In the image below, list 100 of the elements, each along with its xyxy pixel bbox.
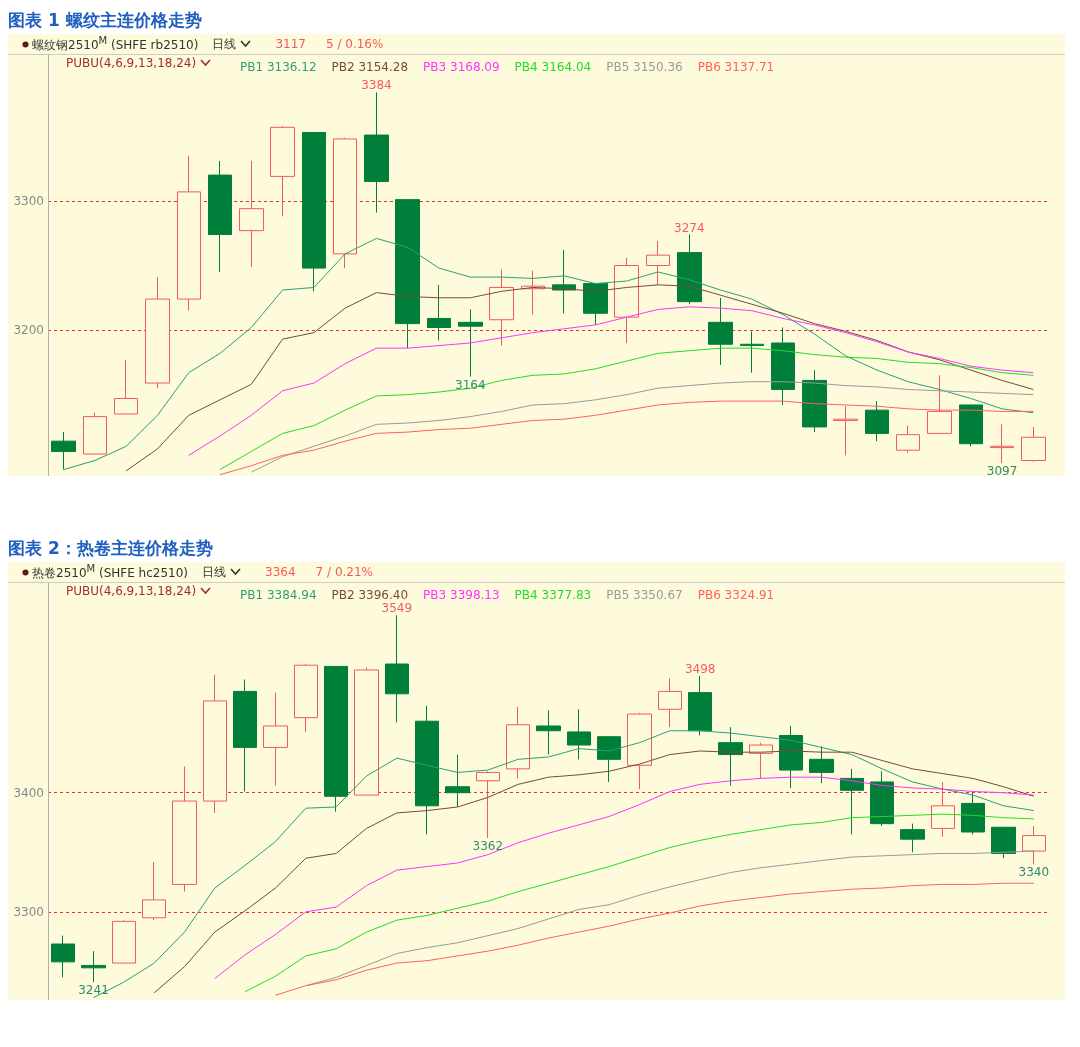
line-series — [250, 381, 1034, 473]
candlestick — [354, 667, 379, 796]
candlestick — [961, 792, 985, 835]
candlestick — [718, 726, 743, 787]
candlestick — [708, 297, 733, 366]
candlestick — [740, 330, 764, 374]
candlestick — [567, 708, 591, 760]
annotation: 3498 — [684, 661, 716, 676]
annotation: 3274 — [673, 220, 705, 235]
text: PB4 3377.83 — [514, 588, 592, 602]
candlestick — [927, 374, 952, 434]
candlestick — [688, 675, 712, 736]
chart-subtitle: 螺纹钢2510$^{M}$ (SHFE rb2510) — [32, 34, 199, 54]
candlestick — [489, 268, 514, 347]
text: PB2 3154.28 — [331, 60, 409, 74]
line-series — [188, 306, 1034, 456]
line-series — [275, 882, 1035, 996]
legend-title: PUBU(4,6,9,13,18,24) — [66, 56, 197, 70]
candlestick — [333, 137, 357, 269]
candlestick — [597, 736, 621, 783]
candlestick — [833, 405, 858, 456]
candlestick — [233, 679, 257, 792]
text: PB6 3137.71 — [697, 60, 775, 74]
text: 3364 — [265, 565, 296, 579]
text: 3117 — [275, 37, 306, 51]
candlestick — [506, 706, 530, 779]
text: 5 / 0.16% — [325, 37, 384, 51]
candlestick — [931, 781, 955, 838]
chart-subtitle: 热卷2510$^{M}$ (SHFE hc2510) — [32, 562, 189, 582]
candlestick — [114, 359, 138, 415]
text: PB4 3164.04 — [514, 60, 592, 74]
candlestick — [809, 745, 834, 784]
candlestick — [991, 826, 1016, 859]
annotation: 3340 — [1018, 865, 1050, 880]
candlestick — [536, 709, 561, 756]
legend-title: PUBU(4,6,9,13,18,24) — [66, 584, 197, 598]
candlestick — [51, 431, 76, 471]
candlestick — [415, 705, 439, 835]
text: 7 / 0.21% — [315, 565, 374, 579]
text: PB3 3398.13 — [423, 588, 500, 602]
candlestick — [324, 665, 348, 813]
text: PB1 3384.94 — [240, 588, 317, 602]
candlestick — [896, 425, 920, 454]
candlestick — [458, 308, 483, 378]
annotation: 3362 — [472, 838, 504, 853]
candlestick — [959, 404, 983, 447]
candlestick — [1022, 825, 1046, 865]
candlestick — [990, 423, 1014, 464]
annotation: 3384 — [361, 78, 392, 93]
annotation: 3097 — [986, 464, 1018, 479]
annotation: 3164 — [455, 377, 486, 392]
candlestick — [802, 369, 827, 433]
annotation: 3549 — [381, 601, 413, 616]
candlestick — [208, 160, 232, 273]
candlestick — [142, 861, 166, 921]
candlestick — [364, 91, 389, 214]
y-tick-label: 3400 — [13, 785, 44, 800]
candlestick — [51, 935, 75, 978]
candlestick — [427, 284, 451, 341]
candlestick — [263, 692, 288, 787]
candlestick — [677, 234, 702, 305]
candlestick — [614, 257, 639, 344]
candlestick — [870, 770, 894, 827]
line-series — [219, 400, 1034, 476]
candlestick — [658, 677, 682, 728]
text: PB6 3324.91 — [697, 588, 775, 602]
text: PB3 3168.09 — [423, 60, 500, 74]
candlestick — [172, 765, 197, 893]
candlestick — [445, 754, 470, 808]
candlestick — [627, 712, 652, 790]
candlestick — [779, 725, 803, 789]
candlestick — [145, 276, 170, 389]
text: PB2 3396.40 — [331, 588, 409, 602]
candlestick — [81, 950, 106, 983]
candlestick — [83, 412, 107, 455]
candlestick — [302, 131, 326, 292]
candlestick — [385, 614, 409, 723]
text: PB5 3150.36 — [606, 60, 683, 74]
candlestick — [865, 400, 889, 442]
text: PB1 3136.12 — [240, 60, 317, 74]
y-tick-label: 3300 — [13, 193, 44, 208]
candlestick — [900, 823, 925, 853]
candlestick — [771, 326, 795, 406]
text: 日线 — [202, 563, 227, 581]
candlestick — [270, 125, 295, 217]
candlestick — [395, 199, 420, 349]
candlestick — [840, 768, 864, 835]
annotation: 3241 — [78, 983, 109, 998]
candlestick — [203, 674, 227, 814]
chart-title: 图表 1 螺纹主连价格走势 — [8, 9, 203, 32]
candlestick — [239, 160, 264, 268]
candlestick — [476, 770, 500, 839]
candlestick — [583, 283, 608, 326]
chart-title: 图表 2：热卷主连价格走势 — [8, 537, 214, 560]
candlestick — [112, 919, 136, 964]
text: PB5 3350.67 — [606, 588, 683, 602]
candlestick — [294, 663, 318, 733]
candlestick — [1021, 426, 1046, 463]
candlestick — [177, 155, 201, 312]
candlestick — [646, 240, 670, 286]
